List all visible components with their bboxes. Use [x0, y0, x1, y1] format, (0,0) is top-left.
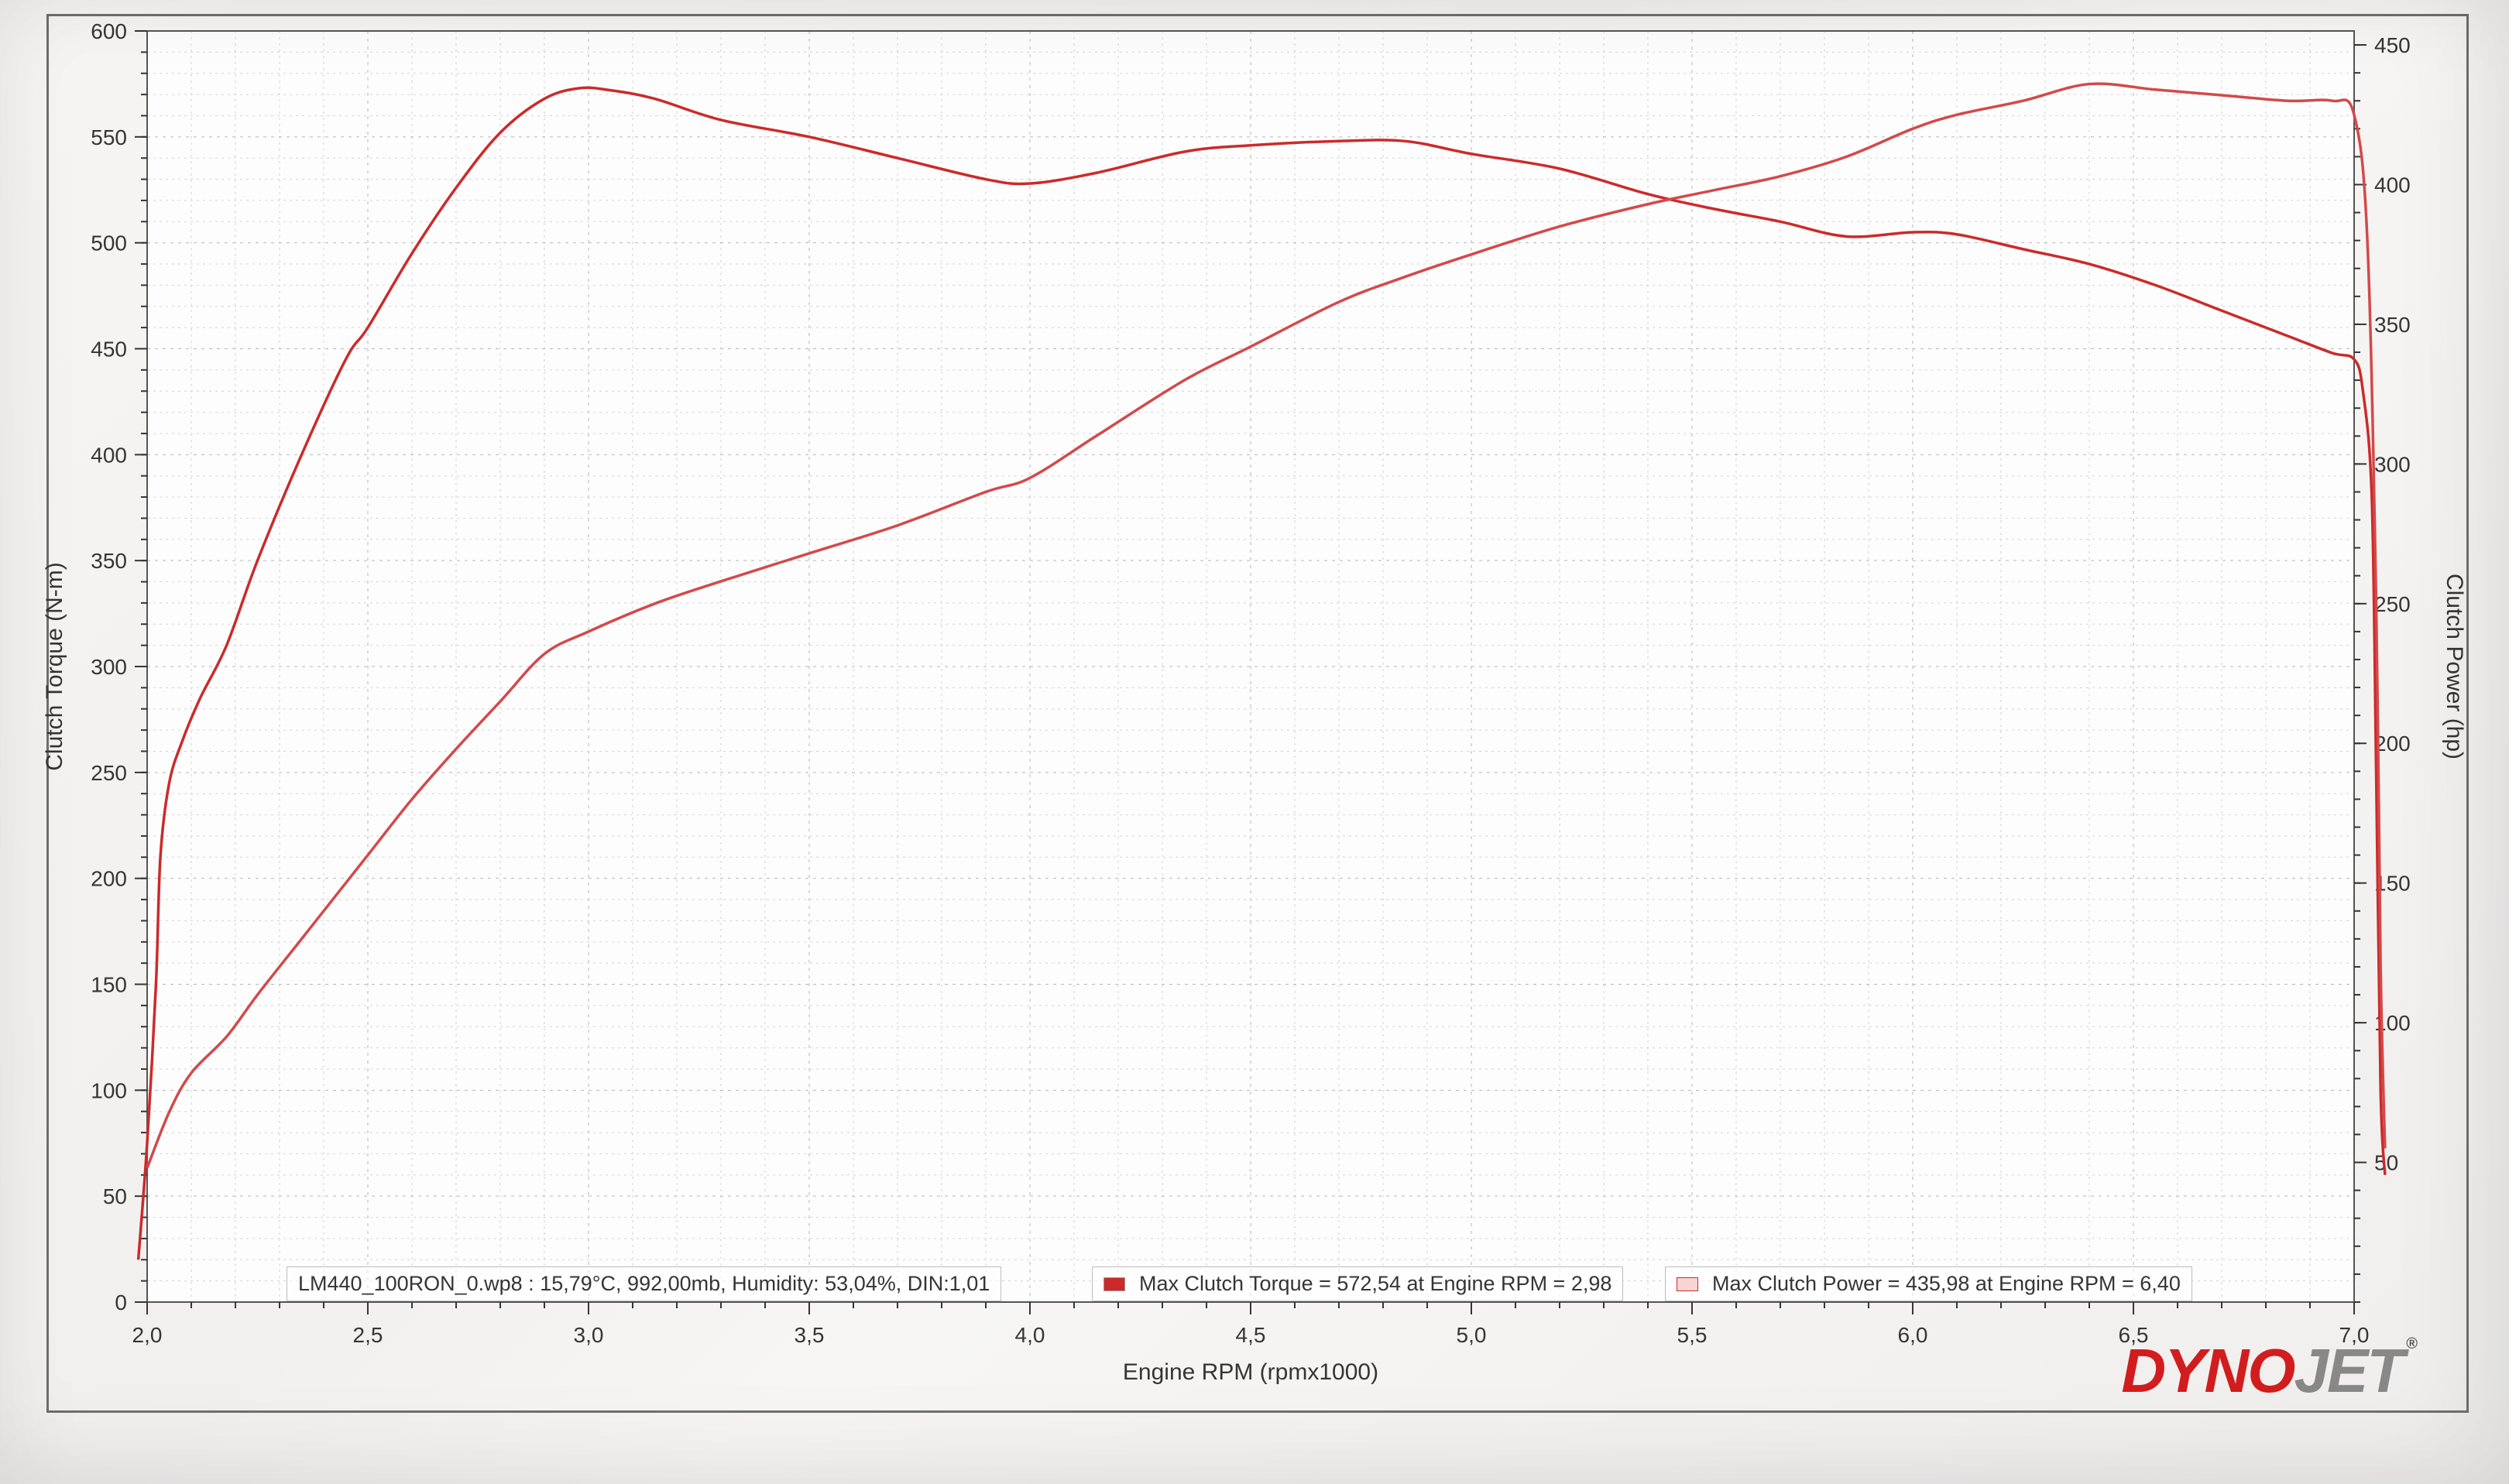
legend-torque: Max Clutch Torque = 572,54 at Engine RPM…: [1092, 1266, 1623, 1301]
svg-text:200: 200: [2374, 732, 2411, 756]
svg-text:6,0: 6,0: [1898, 1323, 1928, 1347]
svg-text:450: 450: [91, 338, 127, 362]
x-axis-title: Engine RPM (rpmx1000): [1123, 1359, 1378, 1385]
page: 2,0 2,5 3,0 3,5 4,0 4,5 5,0 5,5 6,0 6,5 7,0 0 50 100 1…: [0, 0, 2509, 1484]
svg-text:400: 400: [2374, 173, 2411, 197]
svg-text:200: 200: [91, 867, 127, 891]
svg-text:350: 350: [91, 549, 127, 573]
svg-text:300: 300: [2374, 452, 2411, 476]
dyno-chart: 2,0 2,5 3,0 3,5 4,0 4,5 5,0 5,5 6,0 6,5 7,0 0 50 100 1…: [0, 0, 2509, 1484]
svg-text:6,5: 6,5: [2119, 1323, 2149, 1347]
svg-text:350: 350: [2374, 313, 2411, 337]
svg-text:600: 600: [91, 19, 127, 43]
svg-text:4,0: 4,0: [1015, 1323, 1045, 1347]
svg-text:100: 100: [91, 1078, 127, 1102]
svg-text:2,5: 2,5: [353, 1323, 383, 1347]
svg-text:4,5: 4,5: [1236, 1323, 1266, 1347]
svg-text:150: 150: [91, 973, 127, 997]
legend-power-text: Max Clutch Power = 435,98 at Engine RPM …: [1712, 1272, 2181, 1296]
svg-text:250: 250: [91, 761, 127, 785]
svg-text:550: 550: [91, 125, 127, 149]
y-left-axis-title: Clutch Torque (N-m): [42, 562, 67, 771]
y-right-axis-title: Clutch Power (hp): [2442, 574, 2467, 759]
legend-info-text: LM440_100RON_0.wp8 : 15,79°C, 992,00mb, …: [298, 1272, 990, 1296]
svg-text:2,0: 2,0: [132, 1323, 163, 1347]
legend-torque-text: Max Clutch Torque = 572,54 at Engine RPM…: [1139, 1272, 1611, 1296]
svg-text:250: 250: [2374, 592, 2411, 616]
svg-text:3,5: 3,5: [795, 1323, 825, 1347]
svg-text:0: 0: [115, 1290, 127, 1314]
svg-text:300: 300: [91, 655, 127, 679]
svg-text:7,0: 7,0: [2339, 1323, 2370, 1347]
svg-text:5,0: 5,0: [1457, 1323, 1487, 1347]
svg-text:50: 50: [103, 1184, 127, 1208]
legend-torque-swatch: [1103, 1277, 1125, 1291]
svg-text:450: 450: [2374, 33, 2411, 57]
svg-text:50: 50: [2374, 1151, 2398, 1175]
legend-power-swatch: [1677, 1277, 1698, 1291]
svg-text:5,5: 5,5: [1677, 1323, 1708, 1347]
legend-power: Max Clutch Power = 435,98 at Engine RPM …: [1665, 1266, 2192, 1301]
svg-text:400: 400: [91, 443, 127, 467]
svg-text:500: 500: [91, 231, 127, 255]
svg-text:3,0: 3,0: [574, 1323, 604, 1347]
legend-info: LM440_100RON_0.wp8 : 15,79°C, 992,00mb, …: [287, 1266, 1001, 1301]
